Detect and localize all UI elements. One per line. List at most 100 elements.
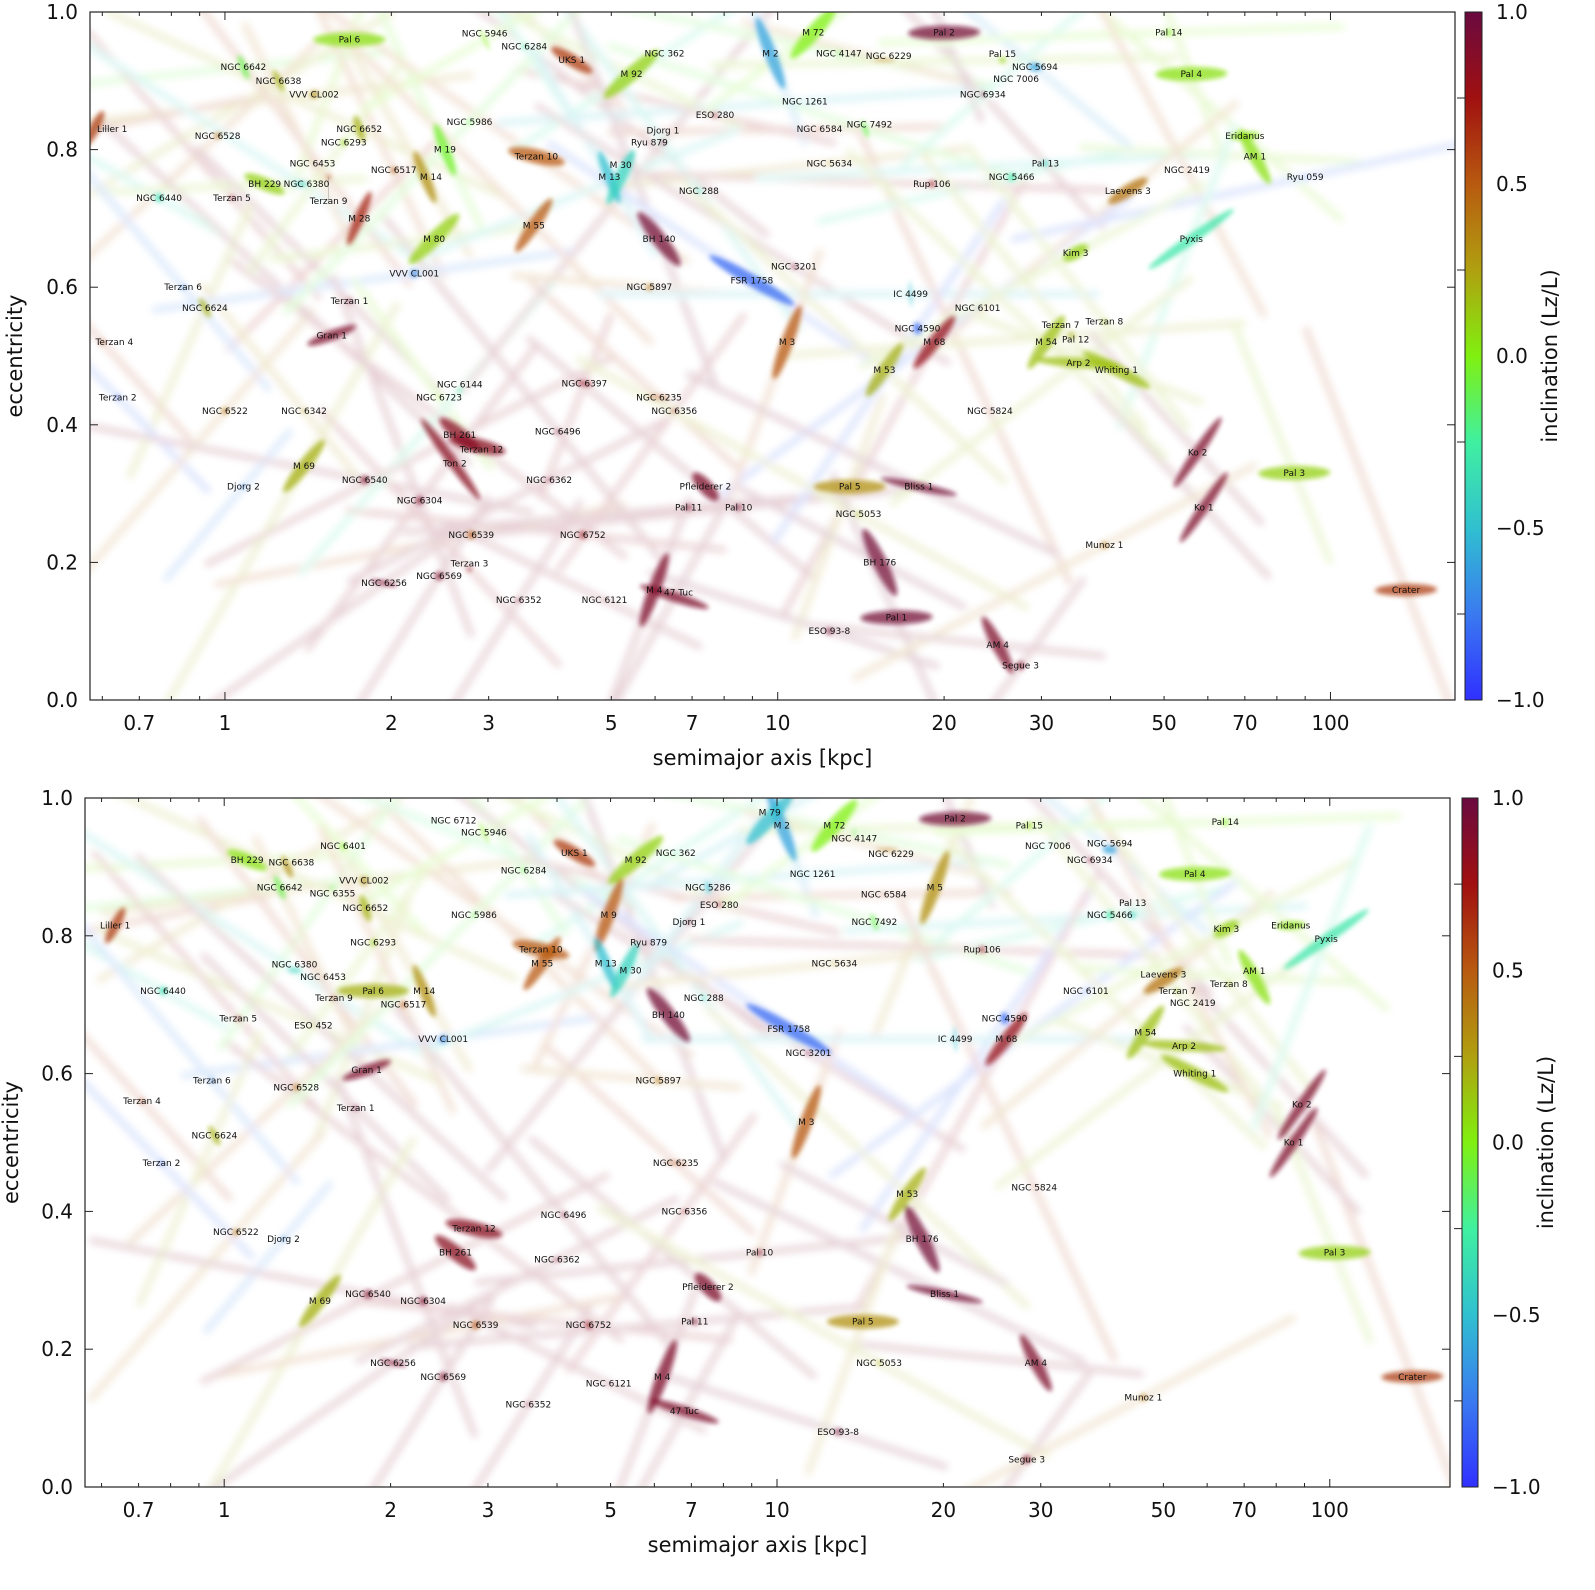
colorbar-tick-label: 0.5 — [1496, 172, 1528, 196]
cluster-point — [1185, 169, 1188, 172]
cluster-point — [281, 1236, 286, 1241]
orbit-trail — [904, 12, 1106, 231]
cluster-point — [544, 478, 555, 481]
cluster-label: M 69 — [309, 1297, 331, 1307]
cluster-label: Arp 2 — [1172, 1042, 1196, 1052]
cluster-point — [328, 886, 337, 889]
orbit-trail — [549, 889, 966, 1152]
cluster-point — [244, 173, 285, 195]
orbit-trail — [90, 72, 474, 126]
orbit-trail — [544, 1045, 756, 1236]
cluster-point — [860, 610, 933, 625]
cluster-label: NGC 6304 — [397, 496, 443, 506]
cluster-point — [524, 1403, 533, 1406]
cluster-point — [913, 322, 922, 335]
cluster-point — [1275, 921, 1306, 930]
cluster-label: ESO 280 — [700, 901, 739, 911]
top-panel: Pal 6 NGC 6642 NGC 6638 VVV CL002 NGC 6528 Li… — [3, 0, 1562, 770]
cluster-label: Terzan 8 — [1085, 318, 1124, 328]
cluster-label: NGC 4590 — [895, 324, 941, 334]
cluster-label: NGC 6121 — [582, 596, 628, 606]
cluster-label: ESO 93-8 — [817, 1428, 859, 1438]
cluster-label: Djorg 1 — [673, 918, 706, 928]
orbit-trail — [90, 96, 250, 133]
orbit-trail — [556, 312, 747, 573]
orbit-trail — [671, 889, 1013, 902]
cluster-label: NGC 5897 — [627, 283, 673, 293]
cluster-point — [439, 1372, 448, 1381]
cluster-point — [576, 381, 593, 386]
y-axis-label: eccentricity — [3, 295, 27, 418]
cluster-point — [877, 1360, 882, 1365]
orbit-trail — [293, 798, 427, 936]
orbit-trail — [96, 927, 445, 1086]
cluster-labels: Liller 1 BH 229 NGC 6638 NGC 6642 NGC 6401 VV… — [100, 809, 1427, 1466]
orbit-trail — [304, 342, 540, 652]
cluster-point — [410, 269, 419, 278]
cluster-label: Terzan 9 — [314, 994, 353, 1004]
cluster-point — [457, 388, 462, 393]
orbit-trail — [1232, 323, 1333, 564]
cluster-point — [806, 1050, 811, 1055]
orbit-trail — [383, 993, 673, 1349]
cluster-point — [811, 799, 858, 852]
orbit-trail — [711, 1178, 1086, 1365]
cluster-point — [680, 1210, 689, 1213]
cluster-label: Munoz 1 — [1085, 541, 1123, 551]
cluster-label: Djorg 2 — [267, 1235, 300, 1245]
cluster-point — [648, 141, 651, 144]
cluster-label: NGC 6539 — [448, 531, 494, 541]
cluster-point — [585, 1321, 592, 1329]
cluster-label: NGC 6380 — [284, 180, 330, 190]
cluster-label: Terzan 10 — [518, 946, 563, 956]
cluster-point — [1102, 845, 1117, 854]
orbit-trail — [85, 1033, 233, 1202]
orbit-trail — [200, 1172, 610, 1385]
cluster-label: Kim 3 — [1213, 925, 1239, 935]
orbit-trail — [350, 1297, 733, 1343]
cluster-point — [691, 1318, 698, 1325]
cluster-label: M 9 — [600, 911, 617, 921]
cluster-label: Whiting 1 — [1095, 366, 1138, 376]
colorbar-tick-label: −0.5 — [1492, 1303, 1541, 1327]
orbit-trail — [136, 1031, 263, 1307]
orbit-trails — [85, 798, 1450, 1487]
cluster-label: M 4 — [646, 586, 663, 596]
cluster-label: M 53 — [896, 1190, 918, 1200]
orbit-trail — [755, 151, 1221, 182]
cluster-label: Ryu 879 — [631, 139, 668, 149]
x-tick-label: 30 — [1029, 711, 1054, 735]
orbit-trail — [526, 335, 815, 579]
cluster-point — [1016, 661, 1025, 670]
cluster-point — [209, 1078, 214, 1083]
orbit-trail — [647, 570, 940, 670]
cluster-label: NGC 6638 — [256, 77, 302, 87]
orbit-trail — [127, 991, 399, 1246]
cluster-point — [301, 409, 307, 413]
orbit-trail — [370, 1296, 495, 1487]
colorbar: 1.0 0.5 0.0 −0.5 −1.0 inclination (Lz/L) — [1457, 0, 1562, 712]
cluster-label: Pfleiderer 2 — [680, 483, 732, 493]
cluster-label: Crater — [1392, 586, 1421, 596]
orbit-trail — [496, 85, 992, 126]
cluster-label: NGC 6522 — [213, 1228, 259, 1238]
cluster-label: Pal 3 — [1324, 1249, 1346, 1259]
x-axis-label: semimajor axis [kpc] — [653, 746, 873, 770]
cluster-label: NGC 6284 — [501, 866, 547, 876]
orbit-trail — [211, 499, 503, 700]
cluster-point — [311, 162, 314, 165]
cluster-label: M 2 — [774, 822, 790, 832]
plot-frame — [84, 797, 1451, 1488]
cluster-label: NGC 6624 — [192, 1132, 238, 1142]
cluster-label: NGC 6522 — [202, 407, 248, 417]
cluster-label: Rup 106 — [913, 180, 951, 190]
cluster-point — [909, 281, 913, 308]
x-tick-label: 3 — [482, 711, 495, 735]
cluster-label: Pal 6 — [339, 36, 361, 46]
cluster-label: Pal 2 — [933, 29, 955, 39]
cluster-label: M 72 — [823, 822, 845, 832]
cluster-point — [906, 1285, 983, 1304]
cluster-label: NGC 6284 — [501, 42, 547, 52]
cluster-point — [873, 59, 896, 62]
cluster-label: Pal 13 — [1119, 899, 1146, 909]
